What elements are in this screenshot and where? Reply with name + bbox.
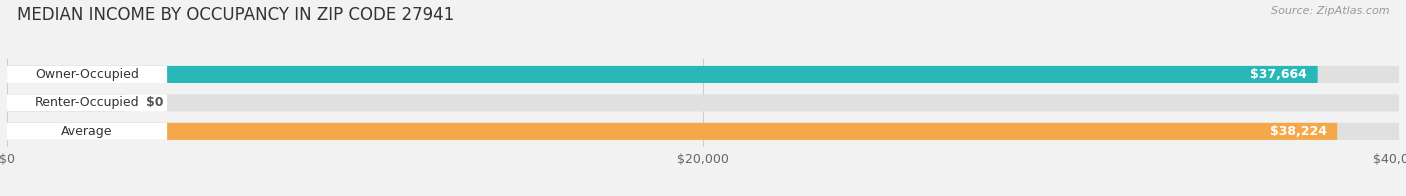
FancyBboxPatch shape	[7, 123, 1337, 140]
Text: MEDIAN INCOME BY OCCUPANCY IN ZIP CODE 27941: MEDIAN INCOME BY OCCUPANCY IN ZIP CODE 2…	[17, 6, 454, 24]
FancyBboxPatch shape	[7, 66, 1399, 83]
Text: Source: ZipAtlas.com: Source: ZipAtlas.com	[1271, 6, 1389, 16]
Text: $38,224: $38,224	[1270, 125, 1327, 138]
Text: $0: $0	[146, 96, 163, 109]
FancyBboxPatch shape	[7, 94, 1399, 112]
FancyBboxPatch shape	[7, 123, 1399, 140]
Text: Owner-Occupied: Owner-Occupied	[35, 68, 139, 81]
FancyBboxPatch shape	[7, 94, 125, 112]
Text: $37,664: $37,664	[1250, 68, 1308, 81]
FancyBboxPatch shape	[7, 66, 167, 83]
FancyBboxPatch shape	[7, 123, 167, 140]
Text: Renter-Occupied: Renter-Occupied	[35, 96, 139, 109]
FancyBboxPatch shape	[7, 94, 167, 112]
FancyBboxPatch shape	[7, 66, 1317, 83]
Text: Average: Average	[62, 125, 112, 138]
